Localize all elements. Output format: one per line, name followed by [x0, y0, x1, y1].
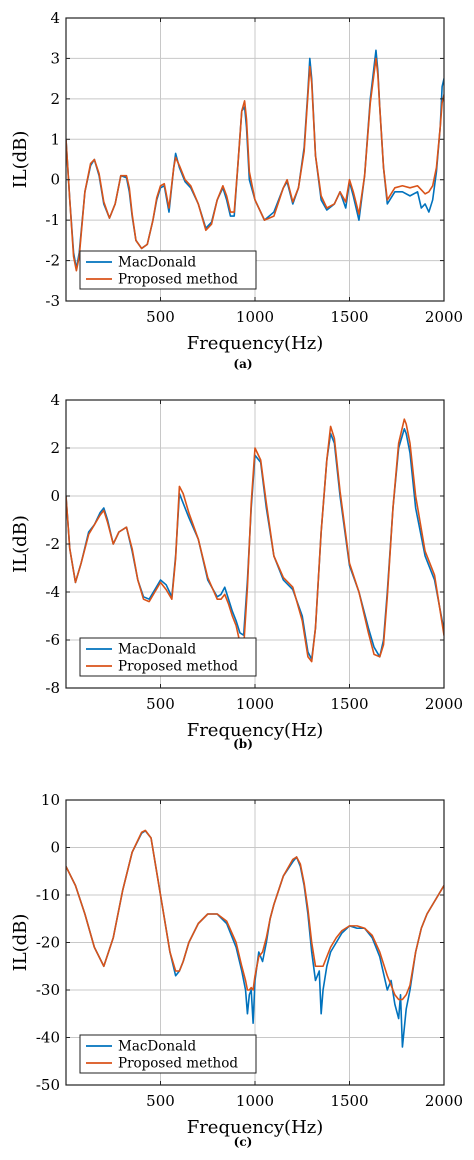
- y-tick-label: -2: [45, 252, 60, 270]
- legend-label: MacDonald: [118, 642, 196, 658]
- x-axis-label: Frequency(Hz): [187, 1117, 324, 1138]
- legend-label: MacDonald: [118, 1039, 196, 1055]
- x-tick-label: 1500: [330, 308, 368, 326]
- legend-label: Proposed method: [118, 1056, 238, 1072]
- y-tick-label: -20: [36, 934, 60, 952]
- y-tick-label: 2: [50, 90, 60, 108]
- y-tick-label: 1: [50, 130, 60, 148]
- series-group: [66, 49, 444, 272]
- chart-panel-3: 500 1000 1500 2000 -50 -40 -30 -20 -10 0 10 Frequen…: [10, 791, 463, 1149]
- y-tick-label: 2: [50, 439, 60, 457]
- x-tick-label: 1000: [236, 308, 274, 326]
- y-tick-label: -10: [36, 886, 60, 904]
- x-tick-label: 1500: [330, 1092, 368, 1110]
- series-group: [66, 829, 444, 1048]
- panel-label: (c): [234, 1135, 253, 1149]
- legend-box: [79, 1034, 257, 1074]
- x-tick-label: 500: [146, 695, 175, 713]
- y-tick-label: 0: [50, 487, 60, 505]
- x-tick-label: 2000: [425, 308, 463, 326]
- x-tick-label: 1000: [236, 1092, 274, 1110]
- y-tick-label: -8: [45, 679, 60, 697]
- y-tick-label: 0: [50, 839, 60, 857]
- x-tick-label: 1000: [236, 695, 274, 713]
- x-axis-label: Frequency(Hz): [187, 720, 324, 741]
- x-axis-label: Frequency(Hz): [187, 333, 324, 354]
- legend-label: Proposed method: [118, 659, 238, 675]
- y-tick-label: -4: [45, 583, 60, 601]
- legend-box: [79, 637, 257, 677]
- y-tick-label: -6: [45, 631, 60, 649]
- x-tick-label: 2000: [425, 695, 463, 713]
- panel-label: (a): [233, 357, 252, 371]
- y-tick-label: 4: [50, 9, 60, 27]
- x-tick-label: 2000: [425, 1092, 463, 1110]
- y-tick-label: -3: [45, 292, 60, 310]
- y-tick-label: -1: [45, 211, 60, 229]
- y-tick-label: 4: [50, 391, 60, 409]
- y-tick-label: 0: [50, 171, 60, 189]
- y-tick-label: -40: [36, 1029, 60, 1047]
- y-tick-label: 10: [41, 791, 60, 809]
- y-tick-label: -2: [45, 535, 60, 553]
- chart-panel-2: 500 1000 1500 2000 -8 -6 -4 -2 0 2 4 Frequency(Hz) I…: [10, 391, 463, 751]
- x-tick-label: 500: [146, 308, 175, 326]
- y-tick-label: -30: [36, 981, 60, 999]
- y-axis-label: IL(dB): [10, 515, 31, 573]
- series-line-proposed-method: [66, 57, 444, 272]
- legend-label: Proposed method: [118, 272, 238, 288]
- y-axis-label: IL(dB): [10, 131, 31, 189]
- x-tick-label: 1500: [330, 695, 368, 713]
- x-tick-label: 500: [146, 1092, 175, 1110]
- y-tick-label: -50: [36, 1076, 60, 1094]
- y-tick-label: 3: [50, 49, 60, 67]
- series-line-proposed-method: [66, 829, 444, 1001]
- legend-box: [79, 250, 257, 290]
- y-axis-label: IL(dB): [10, 914, 31, 972]
- panel-label: (b): [233, 737, 253, 751]
- legend-label: MacDonald: [118, 255, 196, 271]
- chart-panel-1: 500 1000 1500 2000 -3 -2 -1 0 1 2 3 4 Frequency(Hz) I…: [10, 9, 463, 371]
